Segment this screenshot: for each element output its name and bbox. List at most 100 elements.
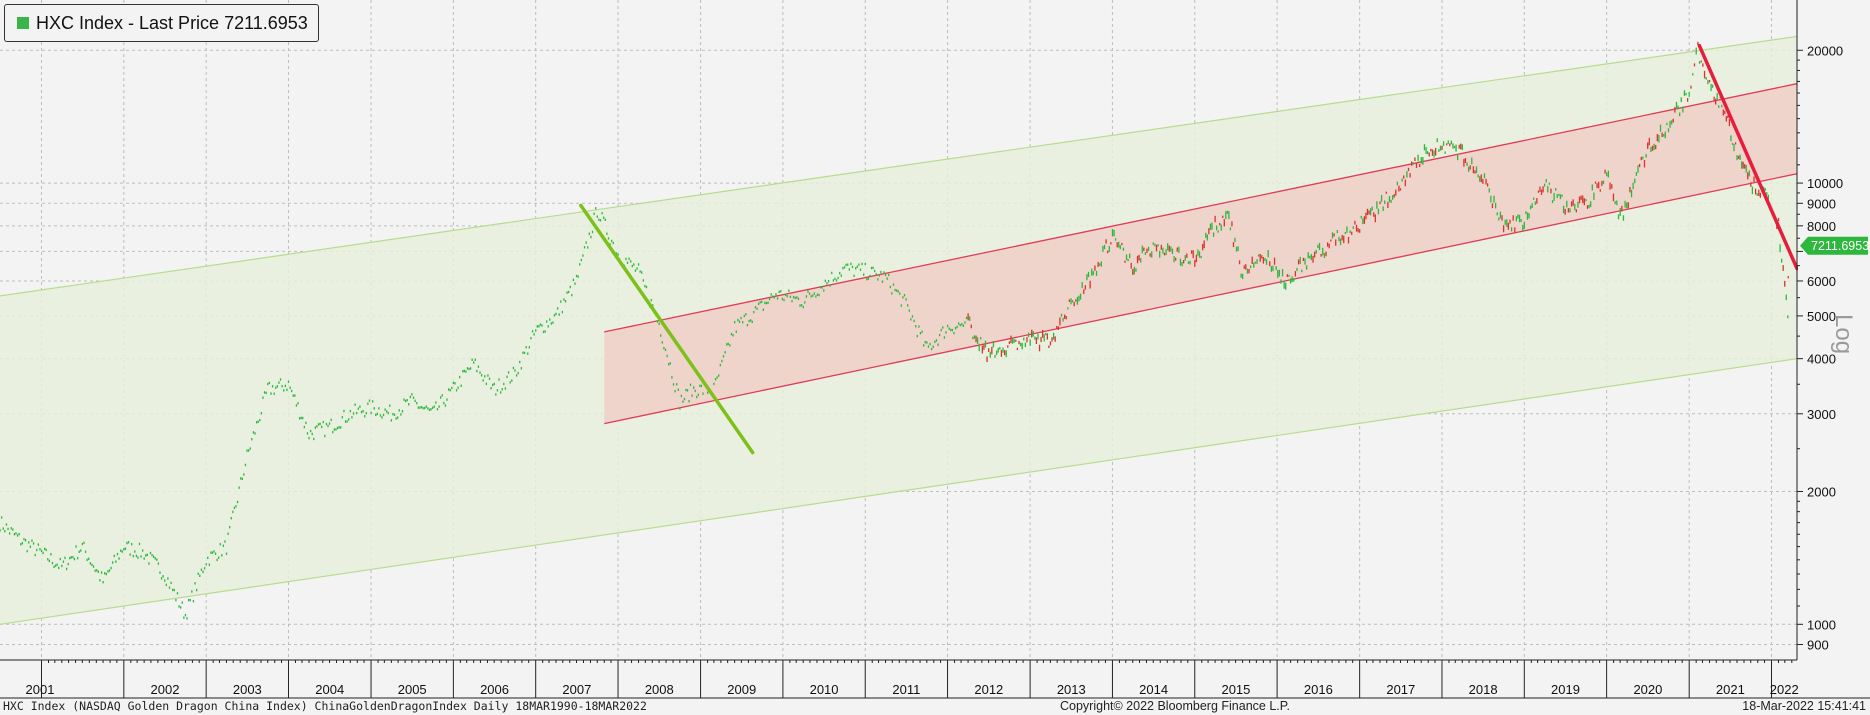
- price-candle: [1680, 97, 1682, 103]
- y-tick-label: 20000: [1807, 43, 1843, 58]
- price-candle: [1526, 212, 1529, 220]
- price-candle: [1371, 206, 1373, 211]
- price-dot: [531, 330, 534, 333]
- price-candle: [1630, 189, 1633, 198]
- price-candle: [1234, 237, 1236, 243]
- price-dot: [254, 432, 256, 435]
- price-dot: [92, 565, 95, 568]
- price-candle: [1094, 265, 1096, 271]
- price-dot: [555, 312, 557, 316]
- price-candle: [1779, 244, 1781, 253]
- price-candle: [1444, 151, 1446, 154]
- price-dot: [556, 307, 559, 310]
- price-dot: [343, 409, 345, 413]
- price-candle: [1758, 189, 1760, 196]
- price-candle: [1363, 216, 1366, 224]
- price-dot: [842, 266, 844, 270]
- price-candle: [1190, 250, 1193, 254]
- price-dot: [945, 331, 947, 334]
- price-candle: [1165, 249, 1167, 256]
- price-candle: [1648, 137, 1650, 146]
- price-dot: [499, 391, 502, 394]
- price-dot: [956, 325, 958, 329]
- price-candle: [1289, 278, 1292, 284]
- price-dot: [606, 232, 608, 235]
- price-dot: [713, 382, 715, 386]
- price-candle: [1431, 149, 1434, 156]
- price-dot: [855, 267, 857, 270]
- price-dot: [812, 294, 814, 297]
- price-candle: [1442, 141, 1445, 146]
- price-candle: [1385, 191, 1387, 194]
- price-candle: [1647, 142, 1649, 150]
- price-dot: [492, 383, 494, 387]
- price-dot: [149, 551, 152, 555]
- price-dot: [357, 407, 359, 410]
- price-candle: [1566, 200, 1568, 208]
- price-candle: [1168, 245, 1170, 252]
- price-dot: [255, 421, 258, 424]
- legend-label: HXC Index - Last Price 7211.6953: [36, 12, 308, 33]
- price-candle: [1417, 154, 1419, 162]
- x-tick-label: 2001: [26, 682, 55, 697]
- price-dot: [889, 285, 891, 289]
- price-candle: [1382, 206, 1384, 211]
- price-candle: [1365, 212, 1367, 220]
- y-tick-label: 10000: [1807, 176, 1843, 191]
- price-dot: [677, 388, 679, 391]
- price-candle: [1155, 244, 1158, 252]
- price-candle: [1127, 258, 1129, 262]
- price-candle: [1270, 266, 1273, 272]
- price-dot: [826, 282, 828, 285]
- price-dot: [593, 212, 595, 215]
- price-dot: [872, 266, 874, 270]
- price-candle: [1686, 98, 1689, 102]
- price-candle: [1722, 109, 1724, 116]
- price-dot: [208, 563, 210, 566]
- price-candle: [1369, 208, 1372, 216]
- price-dot: [870, 266, 873, 270]
- price-dot: [603, 216, 605, 219]
- price-candle: [1585, 199, 1587, 202]
- price-dot: [778, 290, 780, 294]
- price-dot: [44, 547, 46, 551]
- price-dot: [604, 218, 606, 222]
- price-candle: [1562, 205, 1565, 214]
- price-candle: [1748, 170, 1750, 177]
- price-dot: [241, 477, 243, 481]
- price-dot: [420, 405, 423, 409]
- price-candle: [1147, 246, 1150, 251]
- price-dot: [514, 369, 516, 372]
- price-dot: [42, 551, 44, 555]
- legend[interactable]: HXC Index - Last Price 7211.6953: [4, 4, 319, 42]
- price-candle: [1411, 161, 1413, 166]
- price-dot: [141, 549, 144, 552]
- price-dot: [792, 295, 795, 299]
- price-candle: [1081, 282, 1083, 289]
- price-candle: [1237, 246, 1239, 252]
- price-dot: [560, 300, 562, 303]
- price-candle: [1675, 101, 1678, 110]
- price-candle: [1695, 47, 1697, 55]
- price-candle: [1057, 326, 1060, 330]
- price-dot: [13, 533, 16, 536]
- price-candle: [1111, 229, 1114, 237]
- price-dot: [549, 318, 551, 321]
- price-dot: [732, 334, 734, 337]
- price-dot: [140, 555, 142, 558]
- price-candle: [1132, 268, 1134, 275]
- price-candle: [1415, 162, 1418, 168]
- price-candle: [1698, 61, 1701, 64]
- price-dot: [587, 246, 589, 249]
- x-tick-label: 2009: [727, 682, 756, 697]
- price-dot: [469, 367, 472, 370]
- price-dot: [642, 279, 644, 282]
- price-dot: [317, 423, 320, 426]
- price-dot: [205, 563, 207, 566]
- price-dot: [764, 301, 766, 305]
- price-candle: [1756, 193, 1758, 196]
- price-candle: [1708, 79, 1711, 83]
- price-candle: [1428, 152, 1430, 157]
- price-dot: [146, 553, 148, 557]
- price-dot: [550, 322, 553, 325]
